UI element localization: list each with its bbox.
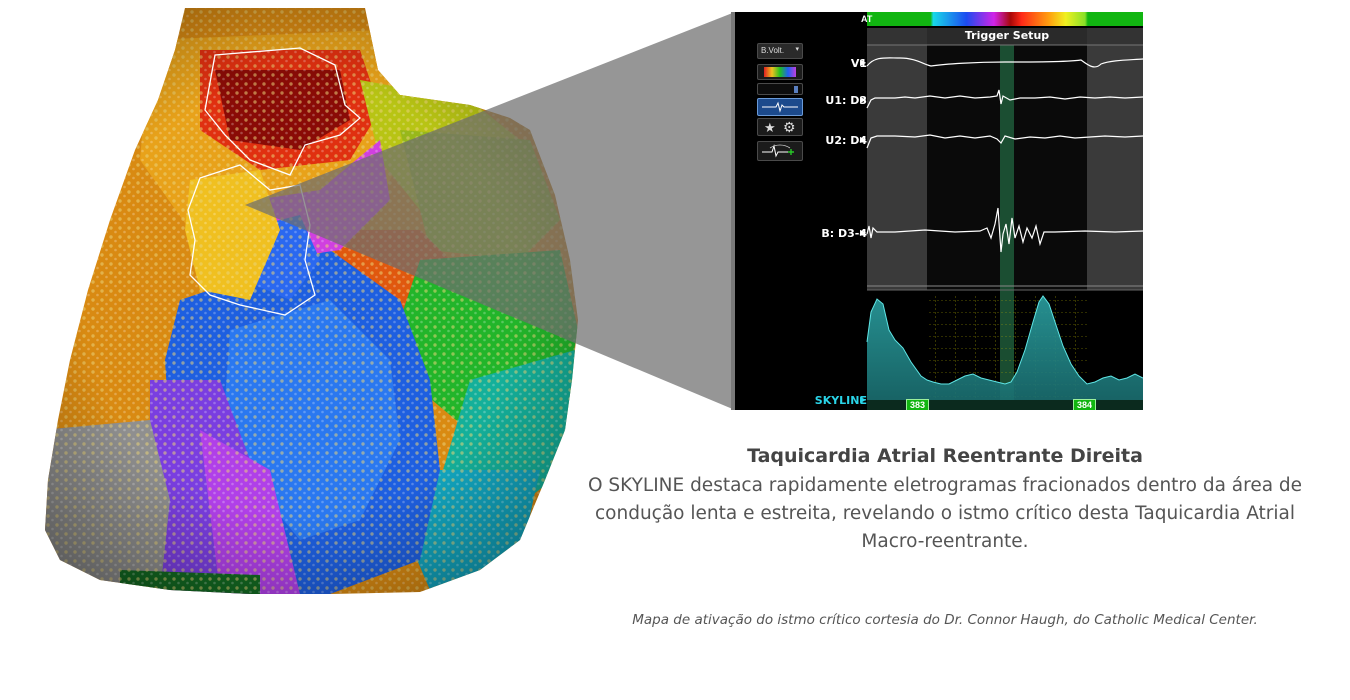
lead-arrow-u1-d3: ▶ [860,95,867,104]
waveform-icon [762,101,798,113]
chevron-down-icon: ▾ [795,46,799,53]
slider-handle[interactable] [794,86,798,93]
signal-panel: AT Trigger Setup B.Volt. ▾ ★ ⚙ V1 ▶ U1: … [735,12,1143,410]
at-label: AT [861,14,873,24]
trigger-setup-tab[interactable]: Trigger Setup [964,29,1050,42]
color-scale-slider[interactable] [757,83,803,95]
lead-label-u1-d3: U1: D3 [825,94,867,107]
lead-label-u2-d4: U2: D4 [825,134,867,147]
annotate-waveform-icon [762,144,794,158]
lumi-button[interactable] [757,64,803,80]
signal-traces [866,12,1143,410]
gear-icon[interactable]: ⚙ [783,119,796,135]
lead-arrow-b-d3-4: ▶ [860,228,867,237]
skyline-label: SKYLINE [814,394,867,407]
lead-arrow-u2-d4: ▶ [860,135,867,144]
skyline-mode-button[interactable] [757,98,803,116]
lead-arrow-v1: ▶ [860,58,867,67]
caption-body: O SKYLINE destaca rapidamente eletrogram… [587,475,1303,552]
star-icon[interactable]: ★ [764,120,776,135]
skyline-arrow: ▶ [860,395,867,404]
beat-marker-right[interactable]: 384 [1073,399,1097,410]
lead-label-b-d3-4: B: D3-4 [821,227,867,240]
map-type-value: B.Volt. [761,46,785,55]
tag-settings-button[interactable]: ★ ⚙ [757,118,803,136]
beat-marker-left[interactable]: 383 [906,399,930,410]
lead-label-v1: V1 [850,57,867,70]
caption-title: Taquicardia Atrial Reentrante Direita [747,445,1143,467]
lumi-icon [764,67,796,77]
annotation-button[interactable] [757,141,803,161]
caption-credit: Mapa de ativação do istmo crítico cortes… [632,612,1258,628]
map-type-dropdown[interactable]: B.Volt. ▾ [757,43,803,59]
